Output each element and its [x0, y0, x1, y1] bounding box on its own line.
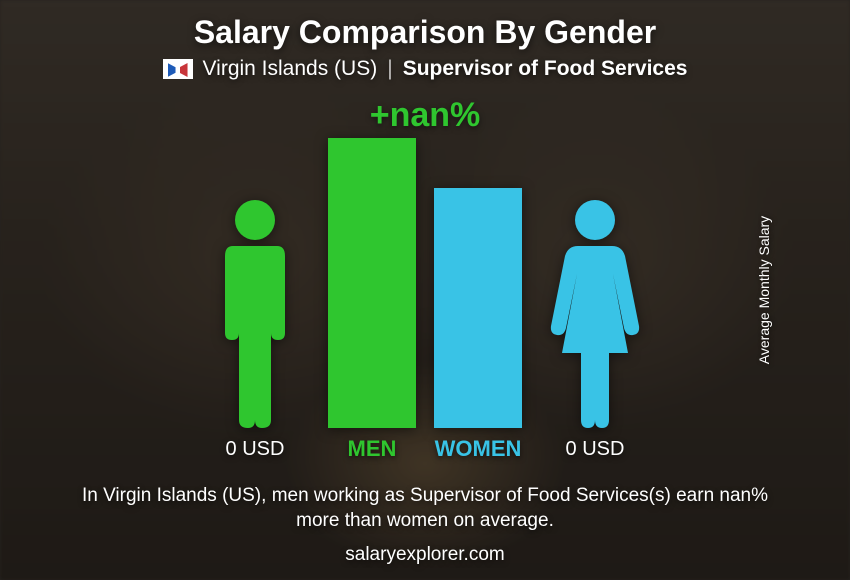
female-icon [545, 198, 645, 428]
page-title: Salary Comparison By Gender [0, 0, 850, 51]
location-text: Virgin Islands (US) [203, 57, 378, 81]
caption: In Virgin Islands (US), men working as S… [80, 483, 770, 534]
subtitle: Virgin Islands (US) | Supervisor of Food… [0, 57, 850, 81]
delta-pct: +nan% [370, 96, 481, 135]
male-icon-col [200, 198, 310, 428]
male-icon [205, 198, 305, 428]
usvi-flag-icon [163, 59, 193, 79]
label-women: WOMEN [434, 436, 522, 462]
bar-men [328, 138, 416, 428]
value-women: 0 USD [540, 438, 650, 461]
chart [0, 138, 850, 428]
value-men: 0 USD [200, 438, 310, 461]
content: Salary Comparison By Gender Virgin Islan… [0, 0, 850, 580]
bar-women [434, 188, 522, 428]
site-credit: salaryexplorer.com [0, 544, 850, 566]
labels-row: 0 USD MEN WOMEN 0 USD [0, 436, 850, 462]
female-icon-col [540, 198, 650, 428]
job-title: Supervisor of Food Services [403, 57, 688, 81]
label-men: MEN [328, 436, 416, 462]
separator: | [387, 57, 392, 81]
